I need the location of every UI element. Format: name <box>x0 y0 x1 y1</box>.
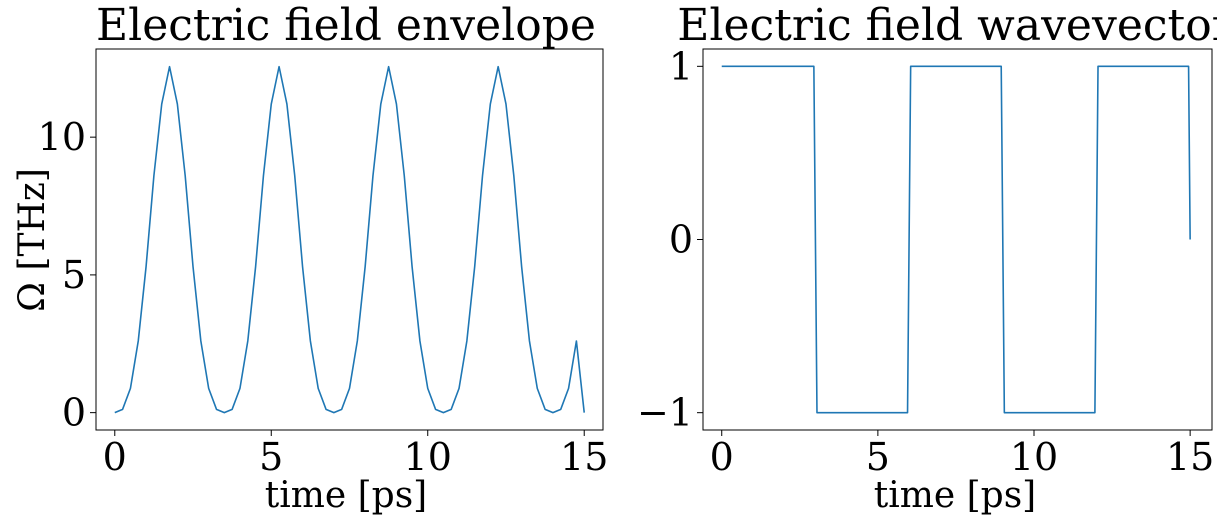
wavevector-chart: Electric field wavevector 0 5 10 15 −1 0 1 tim… <box>637 0 1217 516</box>
chart-title: Electric field wavevector <box>677 0 1217 51</box>
y-tick-label: 1 <box>669 44 693 88</box>
series-line <box>114 65 586 414</box>
y-tick-label: 10 <box>38 115 86 159</box>
plot-area: 0 5 10 15 0 5 10 <box>38 48 608 479</box>
y-tick-label: −1 <box>637 391 693 435</box>
y-tick-label: 0 <box>669 218 693 262</box>
x-tick-label: 0 <box>710 435 734 479</box>
axes-frame <box>702 48 1213 431</box>
x-axis-label: time [ps] <box>265 475 427 516</box>
axes-frame <box>95 48 604 431</box>
x-tick-label: 10 <box>404 435 452 479</box>
envelope-chart: Electric field envelope 0 5 10 15 0 5 10 time … <box>12 0 608 516</box>
x-tick-label: 0 <box>103 435 127 479</box>
x-tick-label: 5 <box>259 435 283 479</box>
y-tick-label: 5 <box>62 253 86 297</box>
y-axis-label: Ω [THz] <box>12 168 53 312</box>
x-tick-label: 15 <box>560 435 608 479</box>
x-axis-label: time [ps] <box>874 475 1036 516</box>
y-tick-label: 0 <box>62 391 86 435</box>
chart-title: Electric field envelope <box>96 0 596 51</box>
x-tick-label: 5 <box>866 435 890 479</box>
x-tick-label: 15 <box>1166 435 1214 479</box>
plot-area: 0 5 10 15 −1 0 1 <box>637 44 1214 479</box>
x-tick-label: 10 <box>1010 435 1058 479</box>
series-line <box>721 65 1191 414</box>
